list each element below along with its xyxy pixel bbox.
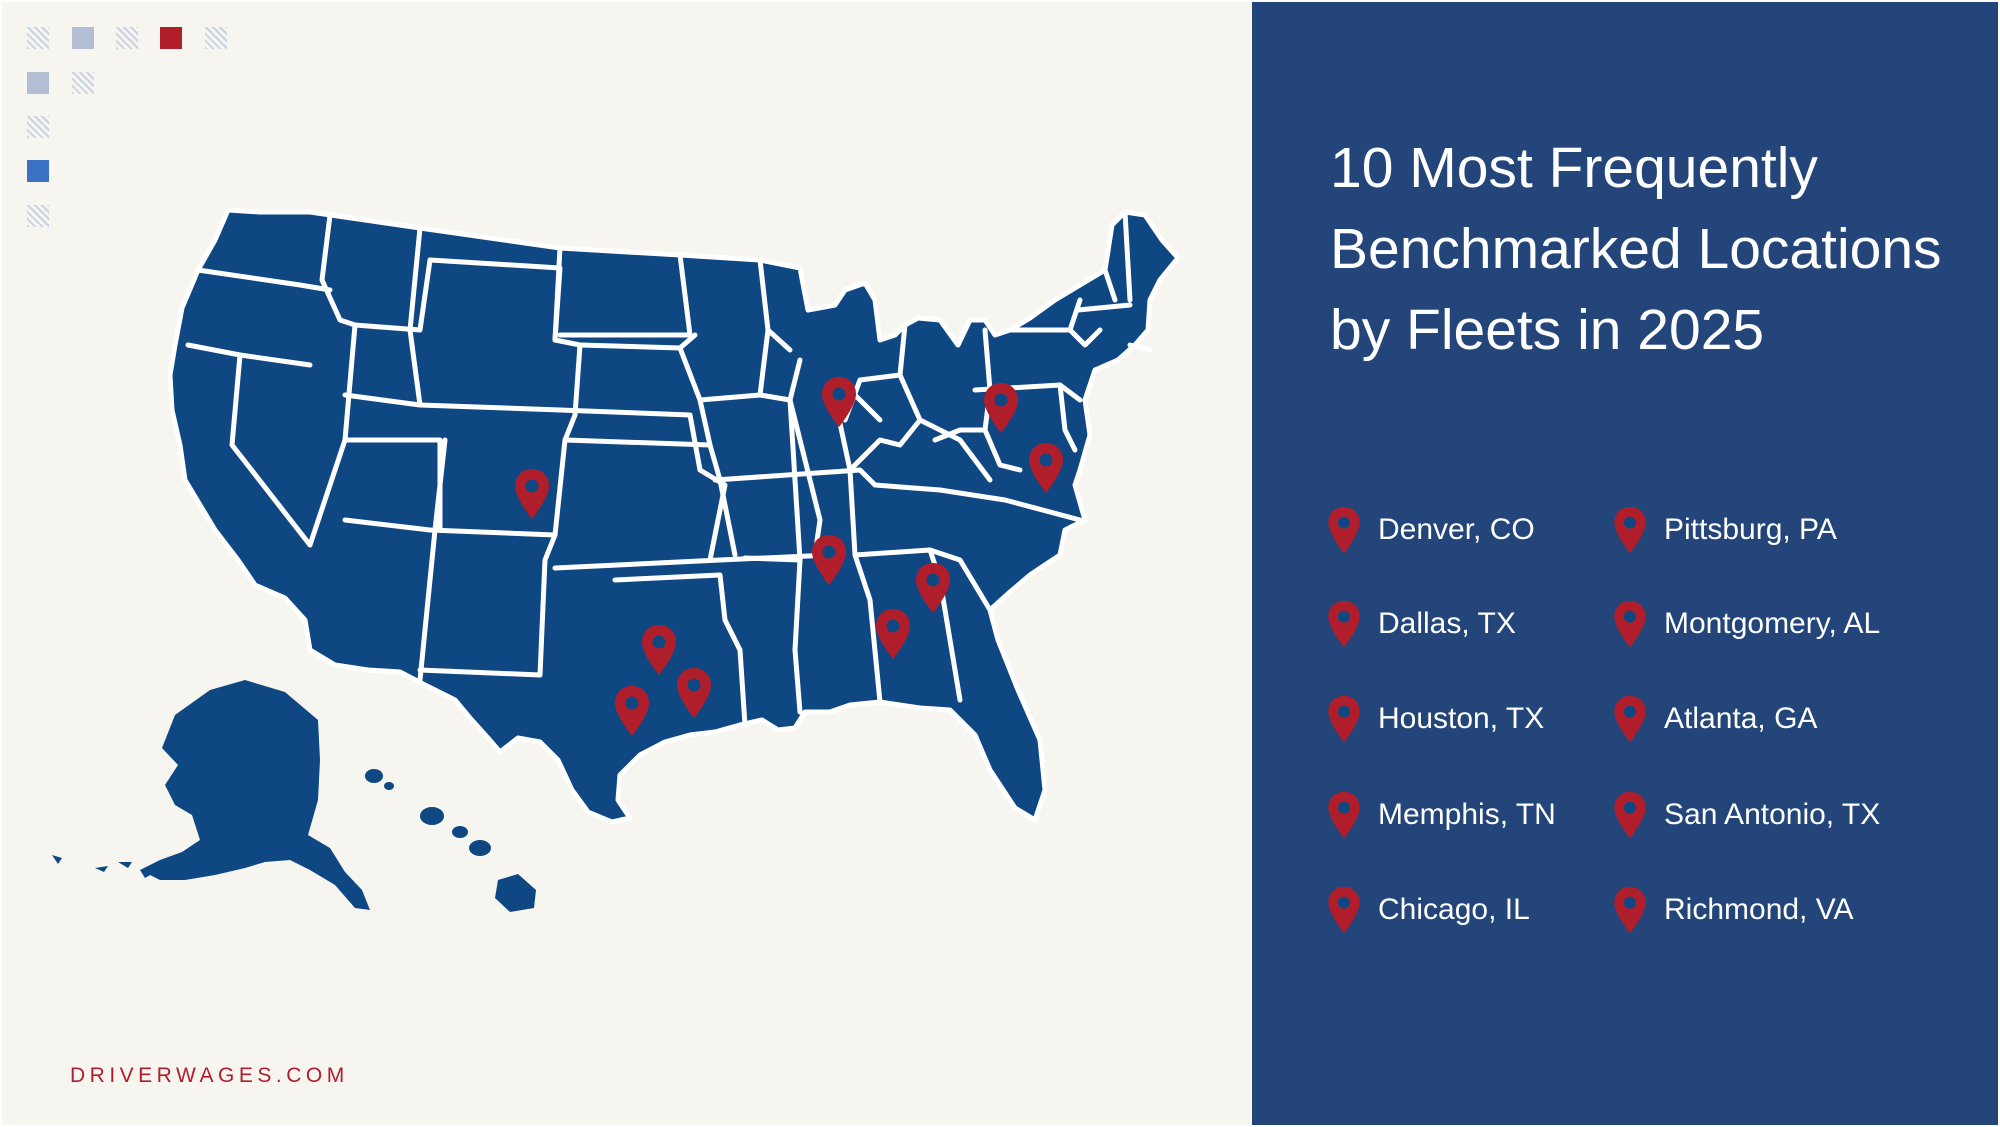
map-pin-icon — [1612, 695, 1648, 743]
deco-gray-square — [72, 27, 94, 49]
map-pin-icon — [1326, 791, 1362, 839]
list-item: San Antonio, TX — [1612, 785, 1880, 845]
location-label: Montgomery, AL — [1664, 607, 1881, 640]
location-label: Atlanta, GA — [1664, 702, 1818, 735]
deco-gray-square — [27, 72, 49, 94]
aleutian-islands — [52, 855, 152, 878]
location-label: Pittsburg, PA — [1664, 513, 1837, 546]
panel-title: 10 Most Frequently Benchmarked Locations… — [1330, 136, 1942, 362]
deco-red-square — [160, 27, 182, 49]
deco-hatched-square — [27, 116, 49, 138]
deco-hatched-square — [72, 72, 94, 94]
list-item: Atlanta, GA — [1612, 689, 1817, 749]
location-label: San Antonio, TX — [1664, 798, 1881, 831]
us-map — [52, 207, 1181, 912]
list-item: Chicago, IL — [1326, 880, 1530, 940]
location-label: Denver, CO — [1378, 513, 1535, 546]
location-label: Chicago, IL — [1378, 893, 1530, 926]
map-pin-icon — [1326, 695, 1362, 743]
location-label: Richmond, VA — [1664, 893, 1854, 926]
map-pin-icon — [1612, 886, 1648, 934]
footer-website: DRIVERWAGES.COM — [70, 1064, 349, 1087]
map-pin-icon — [1326, 506, 1362, 554]
hawaii-shape — [365, 769, 536, 912]
map-panel: DRIVERWAGES.COM — [27, 27, 1181, 1087]
map-pin-icon — [1326, 886, 1362, 934]
location-label: Memphis, TN — [1378, 798, 1556, 831]
list-item: Richmond, VA — [1612, 880, 1854, 940]
list-item: Montgomery, AL — [1612, 594, 1880, 654]
list-item: Pittsburg, PA — [1612, 500, 1837, 560]
map-pin-icon — [1612, 791, 1648, 839]
list-item: Dallas, TX — [1326, 594, 1516, 654]
location-label: Houston, TX — [1378, 702, 1545, 735]
list-item: Memphis, TN — [1326, 785, 1556, 845]
alaska-shape — [140, 680, 370, 910]
deco-hatched-square — [27, 27, 49, 49]
deco-blue-square — [27, 160, 49, 182]
state-borders — [185, 209, 1153, 728]
info-panel: 10 Most Frequently Benchmarked Locations… — [1252, 0, 2000, 1127]
list-item: Houston, TX — [1326, 689, 1544, 749]
map-pin-icon — [1612, 600, 1648, 648]
deco-hatched-square — [116, 27, 138, 49]
location-label: Dallas, TX — [1378, 607, 1516, 640]
deco-hatched-square — [205, 27, 227, 49]
list-item: Denver, CO — [1326, 500, 1535, 560]
deco-hatched-square — [27, 205, 49, 227]
map-pin-icon — [1326, 600, 1362, 648]
map-pin-icon — [1612, 506, 1648, 554]
